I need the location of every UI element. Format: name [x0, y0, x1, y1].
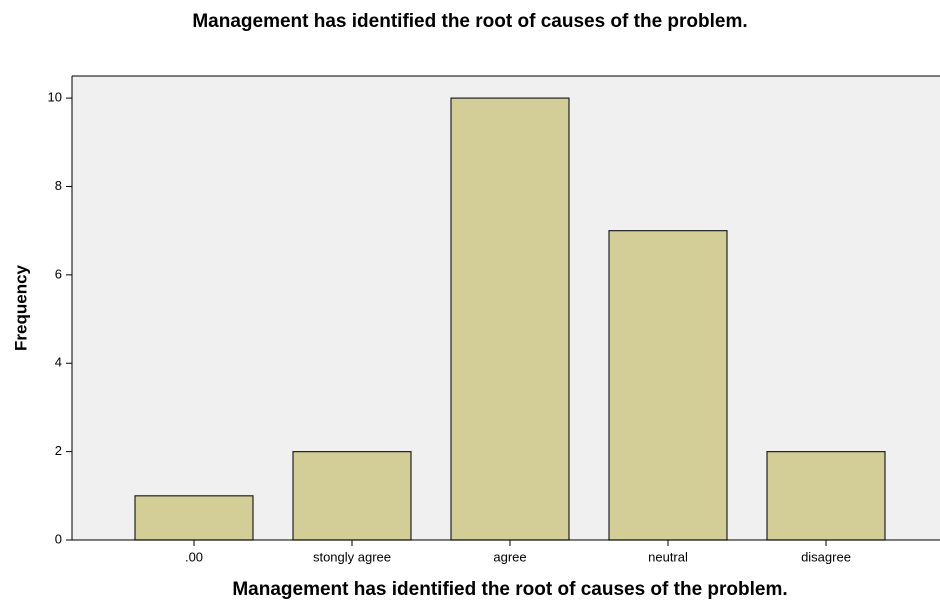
y-axis-label: Frequency: [11, 264, 30, 351]
y-tick-label: 6: [55, 266, 62, 281]
chart-title: Management has identified the root of ca…: [192, 11, 747, 32]
x-tick-label: disagree: [801, 549, 851, 564]
x-tick-label: stongly agree: [313, 549, 391, 564]
y-tick-label: 4: [55, 355, 62, 370]
x-tick-label: neutral: [648, 549, 688, 564]
y-tick-label: 2: [55, 443, 62, 458]
x-tick-label: .00: [185, 549, 203, 564]
y-tick-label: 10: [48, 90, 62, 105]
bar: [450, 97, 570, 541]
bar: [608, 230, 728, 541]
bar: [134, 495, 254, 541]
y-tick-label: 0: [55, 531, 62, 546]
bar: [292, 451, 412, 541]
x-axis-label: Management has identified the root of ca…: [232, 579, 787, 600]
y-tick-label: 8: [55, 178, 62, 193]
bar: [766, 451, 886, 541]
x-tick-label: agree: [493, 549, 526, 564]
